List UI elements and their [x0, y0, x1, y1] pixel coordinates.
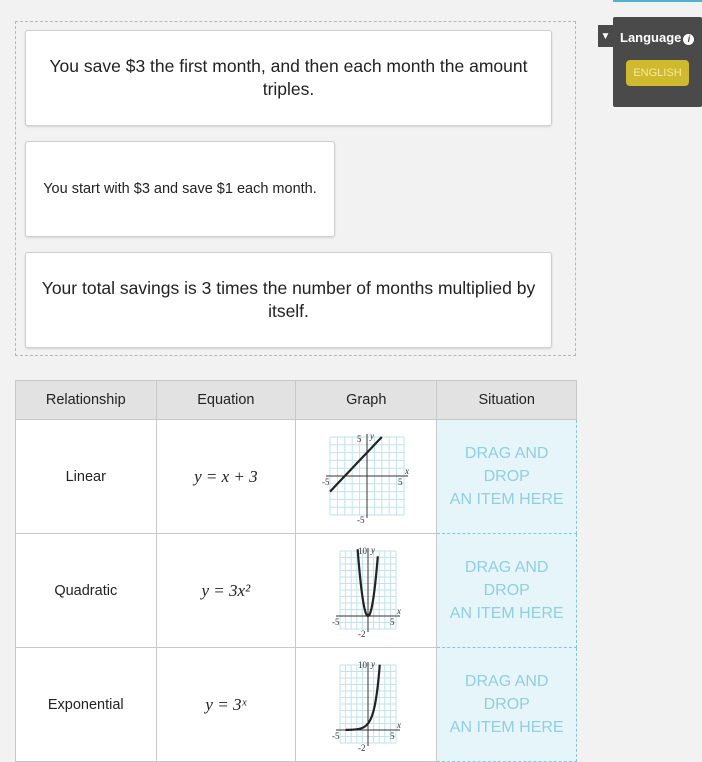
header-graph: Graph — [295, 380, 438, 420]
svg-text:10: 10 — [358, 660, 368, 670]
relationship-cell: Linear — [15, 419, 157, 534]
svg-text:5: 5 — [390, 731, 395, 741]
svg-text:x: x — [404, 466, 409, 476]
equation-cell: y = x + 3 — [155, 419, 297, 534]
function-curve — [345, 664, 382, 731]
header-equation: Equation — [155, 380, 297, 420]
svg-text:-5: -5 — [332, 731, 340, 741]
exponential-graph: x y -5 5 -2 10 — [332, 659, 401, 753]
draggable-card-quadratic[interactable]: Your total savings is 3 times the number… — [25, 252, 552, 348]
drop-text: AN ITEM HERE — [449, 491, 564, 508]
drop-zone[interactable]: DRAG AND DROP AN ITEM HERE — [436, 533, 577, 648]
language-toggle[interactable]: ▼ — [598, 25, 613, 47]
header-situation: Situation — [436, 380, 577, 420]
drop-text: DRAG AND — [464, 445, 549, 462]
draggable-card-linear[interactable]: You start with $3 and save $1 each month… — [25, 141, 335, 237]
drop-text: AN ITEM HERE — [449, 605, 564, 622]
svg-text:5: 5 — [357, 434, 362, 444]
svg-text:-2: -2 — [358, 629, 366, 639]
linear-graph: x y -5 5 -5 5 — [322, 431, 409, 525]
svg-text:y: y — [369, 431, 374, 441]
svg-text:y: y — [370, 659, 375, 669]
card-text: You save $3 the first month, and then ea… — [49, 56, 528, 99]
matching-table: Relationship Equation Graph Situation Li… — [15, 380, 577, 762]
language-panel: Language i ENGLISH — [613, 17, 702, 107]
drop-zone[interactable]: DRAG AND DROP AN ITEM HERE — [436, 419, 577, 534]
equation-cell: y = 3x² — [155, 533, 297, 648]
drop-text: DROP — [483, 468, 530, 485]
function-curve — [329, 435, 383, 492]
english-button[interactable]: ENGLISH — [626, 60, 689, 86]
equation-cell: y = 3ˣ — [155, 647, 297, 762]
svg-text:-5: -5 — [332, 617, 340, 627]
svg-text:-5: -5 — [357, 515, 365, 525]
svg-text:x: x — [396, 606, 401, 616]
graph-cell: x y -5 5 -5 5 — [295, 419, 438, 534]
table-row: Linear y = x + 3 x y -5 5 -5 5 DRAG AND DROP AN… — [15, 419, 577, 534]
drop-text: AN ITEM HERE — [449, 719, 564, 736]
svg-text:-2: -2 — [358, 743, 366, 753]
drop-text: DROP — [483, 696, 530, 713]
table-row: Quadratic y = 3x² x y -5 5 -2 10 DRAG AND DROP… — [15, 533, 577, 648]
graph-cell: x y -5 5 -2 10 — [295, 647, 438, 762]
function-curve — [356, 548, 380, 617]
info-icon[interactable]: i — [683, 34, 695, 45]
graph-cell: x y -5 5 -2 10 — [295, 533, 438, 648]
svg-text:5: 5 — [398, 477, 403, 487]
quadratic-graph: x y -5 5 -2 10 — [332, 545, 401, 639]
drop-text: DRAG AND — [464, 673, 549, 690]
svg-text:x: x — [396, 720, 401, 730]
card-text: Your total savings is 3 times the number… — [41, 278, 536, 321]
drop-zone[interactable]: DRAG AND DROP AN ITEM HERE — [436, 647, 577, 762]
top-accent-bar — [613, 0, 702, 2]
language-label: Language — [620, 30, 682, 45]
header-relationship: Relationship — [15, 380, 157, 420]
drop-text: DROP — [483, 582, 530, 599]
svg-text:-5: -5 — [322, 477, 330, 487]
drop-text: DRAG AND — [464, 559, 549, 576]
svg-text:10: 10 — [358, 546, 368, 556]
svg-text:5: 5 — [390, 617, 395, 627]
triangle-down-icon: ▼ — [600, 30, 611, 42]
relationship-cell: Quadratic — [15, 533, 157, 648]
svg-text:y: y — [370, 545, 375, 555]
relationship-cell: Exponential — [15, 647, 157, 762]
card-pool — [15, 21, 576, 356]
card-text: You start with $3 and save $1 each month… — [43, 181, 317, 197]
table-row: Exponential y = 3ˣ x y -5 5 -2 10 DRAG AND DRO… — [15, 647, 577, 762]
draggable-card-exponential[interactable]: You save $3 the first month, and then ea… — [25, 30, 552, 126]
